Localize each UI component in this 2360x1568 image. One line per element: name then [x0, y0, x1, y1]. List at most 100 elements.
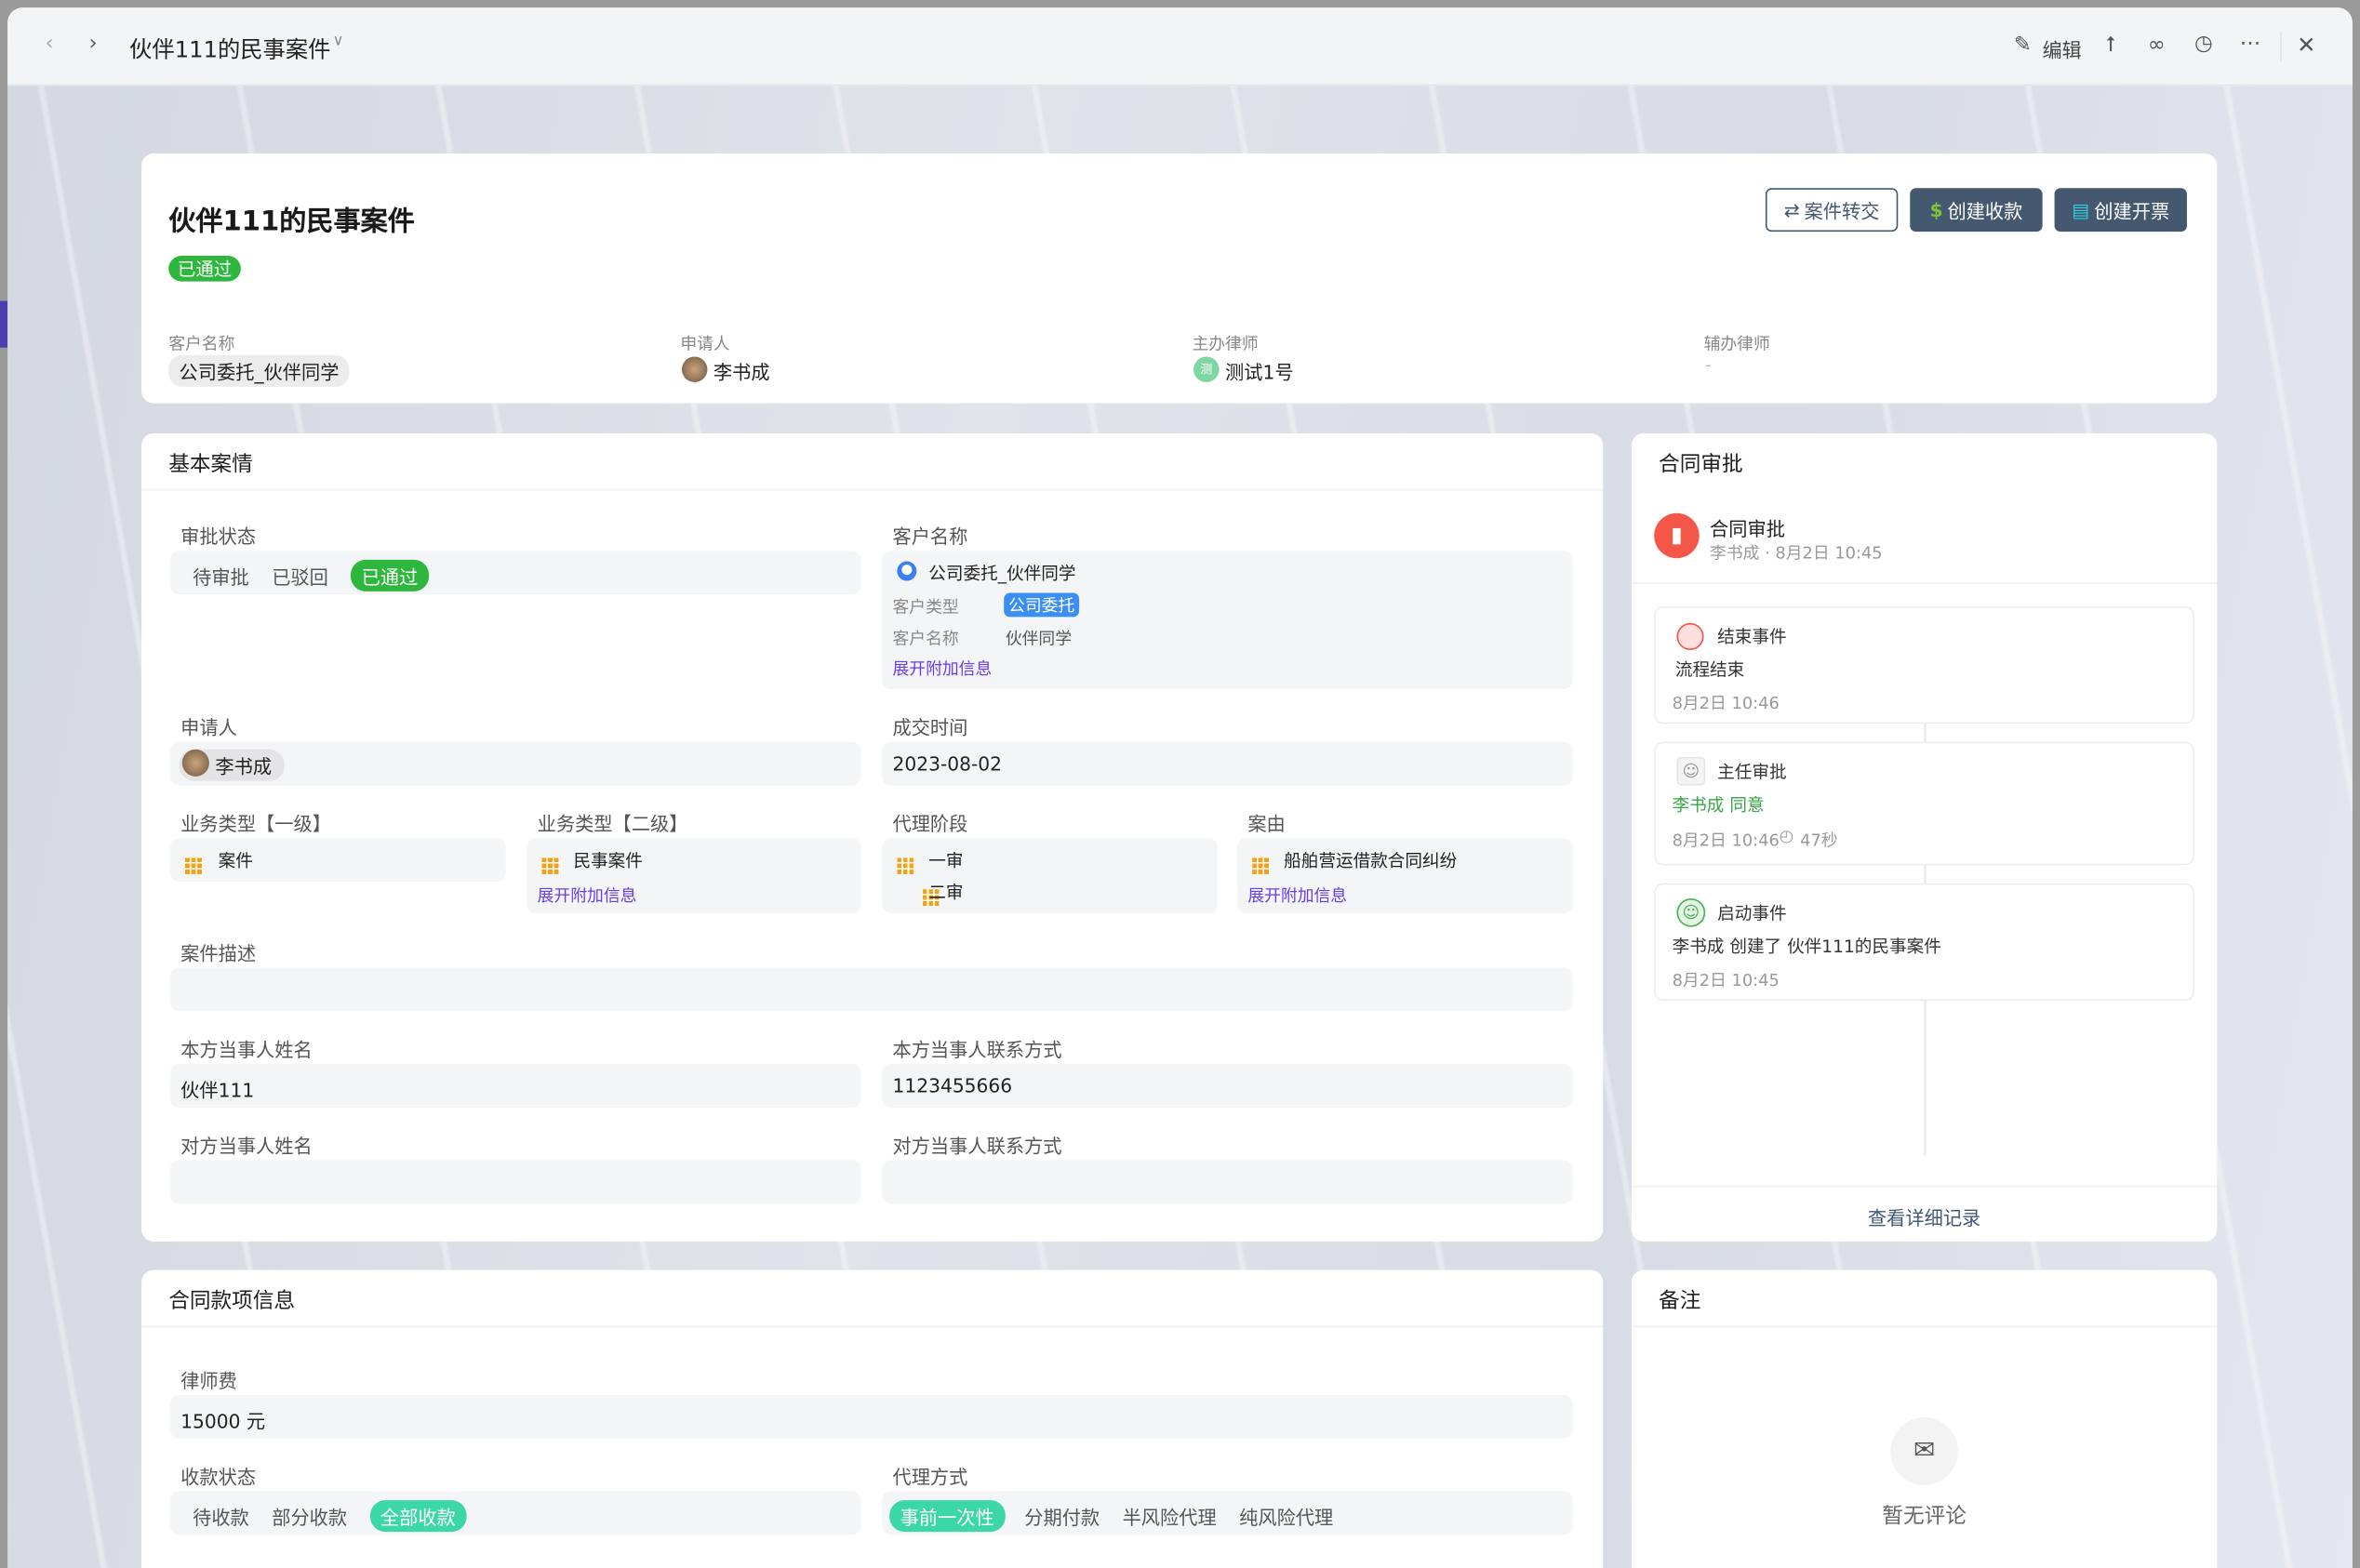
applicant-field: 李书成	[169, 741, 861, 786]
close-icon[interactable]: ✕	[2297, 31, 2316, 60]
deal-time-value: 2023-08-02	[892, 752, 1003, 776]
window-title[interactable]: 伙伴111的民事案件	[129, 35, 331, 63]
flow-subtitle: 李书成 · 8月2日 10:45	[1710, 543, 1883, 564]
customer-type-label: 客户类型	[892, 597, 959, 618]
back-icon[interactable]: ‹	[45, 31, 54, 56]
agency-mode-field: 事前一次性 分期付款 半风险代理 纯风险代理	[882, 1491, 1573, 1535]
chevron-down-icon[interactable]: ∨	[332, 33, 344, 50]
timer-icon: ◴	[1779, 826, 1794, 846]
event-time: 8月2日 10:46	[1672, 831, 1780, 851]
field-label: 申请人	[180, 716, 237, 739]
option-pending[interactable]: 待审批	[193, 565, 249, 589]
own-party-name-value: 伙伴111	[180, 1079, 255, 1102]
own-party-contact-value: 1123455666	[892, 1074, 1013, 1097]
customer-name-chip[interactable]: 公司委托_伙伴同学	[168, 354, 350, 387]
field-label: 律师费	[180, 1369, 237, 1392]
biz-type2-value: 民事案件	[573, 850, 643, 871]
field-label: 成交时间	[892, 716, 968, 739]
inbox-icon: ✉	[1890, 1417, 1959, 1485]
event-desc: 李书成 同意	[1672, 794, 1765, 816]
customer-field: ● 公司委托_伙伴同学 客户类型 公司委托 客户名称 伙伴同学 展开附加信息	[882, 551, 1573, 690]
expand-info-link[interactable]: 展开附加信息	[892, 658, 993, 679]
expand-info-link[interactable]: 展开附加信息	[537, 886, 637, 907]
expand-info-link[interactable]: 展开附加信息	[1247, 886, 1348, 907]
share-icon[interactable]: ⭡	[2105, 33, 2116, 58]
field-label: 案由	[1247, 812, 1286, 835]
divider	[141, 1325, 1604, 1328]
user-icon: ●	[897, 561, 917, 581]
field-label: 代理方式	[892, 1465, 968, 1489]
option-semi-risk[interactable]: 半风险代理	[1122, 1506, 1217, 1529]
customer-name[interactable]: 公司委托_伙伴同学	[928, 563, 1076, 584]
edit-button[interactable]: 编辑	[2042, 40, 2082, 63]
divider	[1631, 1185, 2218, 1188]
clock-icon[interactable]: ◷	[2194, 31, 2213, 56]
notes-card: 备注 ✉ 暂无评论	[1631, 1269, 2218, 1568]
button-label: 创建开票	[2094, 200, 2170, 223]
end-event-icon	[1676, 622, 1704, 650]
cause-value: 船舶营运借款合同纠纷	[1284, 850, 1458, 871]
field-label: 代理阶段	[892, 812, 968, 835]
create-invoice-button[interactable]: ▤ 创建开票	[2054, 188, 2187, 233]
field-label: 收款状态	[180, 1465, 257, 1489]
button-label: 案件转交	[1804, 200, 1880, 223]
section-title: 合同款项信息	[168, 1289, 296, 1314]
field-label: 业务类型【一级】	[180, 812, 331, 835]
section-title: 合同审批	[1659, 453, 1743, 477]
timeline-event: ☺ 主任审批 李书成 同意 8月2日 10:46 ◴ 47秒	[1654, 741, 2195, 866]
agency-stage-value: 二审	[928, 882, 964, 903]
event-title: 主任审批	[1717, 761, 1787, 783]
description-field	[169, 967, 1573, 1012]
grid-icon	[897, 857, 915, 875]
biz-type1-field: 案件	[169, 838, 506, 883]
deal-time-field: 2023-08-02	[882, 741, 1573, 786]
assistant-lawyer-value: -	[1705, 354, 1712, 375]
avatar: 测	[1193, 356, 1220, 382]
empty-state-text: 暂无评论	[1882, 1505, 1967, 1529]
case-detail-window: ‹ › 伙伴111的民事案件 ∨ ✎ 编辑 ⭡ ∞ ◷ ⋯ ✕ 伙伴111的民事…	[7, 7, 2353, 1568]
event-desc: 流程结束	[1674, 658, 1745, 681]
avatar	[181, 749, 209, 777]
approval-status-field: 待审批 已驳回 已通过	[169, 551, 861, 595]
event-title: 启动事件	[1717, 902, 1787, 924]
option-unpaid[interactable]: 待收款	[193, 1506, 249, 1529]
handshake-icon[interactable]: ∞	[2147, 33, 2166, 58]
customer-type-tag: 公司委托	[1004, 592, 1080, 618]
background-sidebar-accent	[0, 300, 8, 348]
event-duration: 47秒	[1800, 831, 1838, 851]
status-badge: 已通过	[168, 256, 241, 282]
lawyer-fee-field: 15000 元	[169, 1394, 1573, 1439]
field-label: 本方当事人姓名	[180, 1038, 313, 1061]
option-partial[interactable]: 部分收款	[272, 1506, 348, 1529]
case-header-card: 伙伴111的民事案件 已通过 ⇄ 案件转交 $ 创建收款 ▤ 创建开票 客户名称 公司…	[141, 153, 2218, 404]
field-label: 本方当事人联系方式	[892, 1038, 1062, 1061]
option-upfront[interactable]: 事前一次性	[889, 1500, 1006, 1533]
divider	[1631, 582, 2218, 584]
transfer-case-button[interactable]: ⇄ 案件转交	[1765, 188, 1899, 233]
field-label: 申请人	[680, 334, 730, 354]
option-full[interactable]: 全部收款	[369, 1500, 467, 1533]
person-icon: ☺	[1676, 897, 1706, 927]
basic-info-card: 基本案情 审批状态 待审批 已驳回 已通过 客户名称 ● 公司委托_伙伴同学 客…	[141, 432, 1604, 1242]
forward-icon[interactable]: ›	[88, 31, 98, 56]
window-toolbar: ‹ › 伙伴111的民事案件 ∨ ✎ 编辑 ⭡ ∞ ◷ ⋯ ✕	[7, 7, 2353, 86]
lawyer-fee-value: 15000 元	[180, 1410, 266, 1433]
cause-field: 船舶营运借款合同纠纷 展开附加信息	[1236, 838, 1573, 914]
grid-icon	[541, 857, 560, 875]
field-label: 辅办律师	[1703, 334, 1770, 354]
option-installment[interactable]: 分期付款	[1024, 1506, 1100, 1529]
field-label: 审批状态	[180, 525, 257, 548]
document-icon: ▮	[1654, 512, 1700, 559]
field-label: 对方当事人姓名	[180, 1134, 313, 1158]
create-payment-button[interactable]: $ 创建收款	[1910, 188, 2043, 233]
biz-type2-field: 民事案件 展开附加信息	[527, 838, 861, 914]
option-full-risk[interactable]: 纯风险代理	[1239, 1506, 1334, 1529]
option-approved[interactable]: 已通过	[351, 559, 429, 591]
field-label: 客户名称	[168, 334, 235, 354]
more-icon[interactable]: ⋯	[2239, 31, 2261, 56]
view-detail-link[interactable]: 查看详细记录	[1867, 1206, 1981, 1229]
grid-icon	[922, 889, 941, 907]
pencil-icon[interactable]: ✎	[2013, 33, 2032, 58]
contract-approval-card: 合同审批 ▮ 合同审批 李书成 · 8月2日 10:45 结束事件 流程结束 8…	[1631, 432, 2218, 1242]
option-rejected[interactable]: 已驳回	[272, 565, 328, 589]
